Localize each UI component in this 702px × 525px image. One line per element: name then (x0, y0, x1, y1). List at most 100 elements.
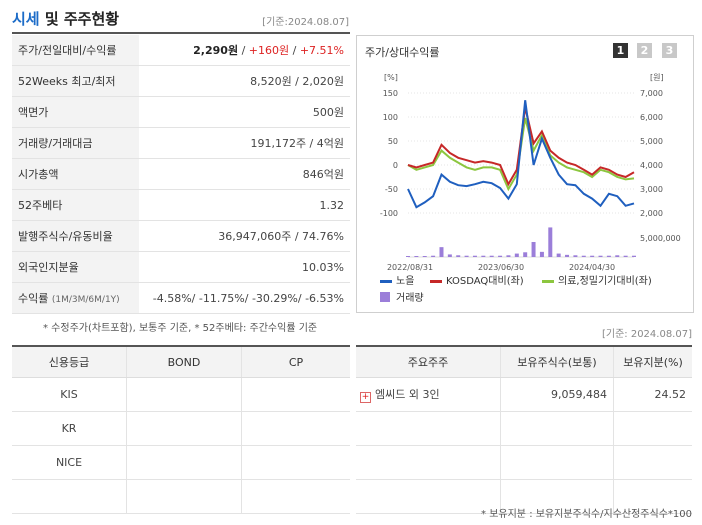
row-label: 발행주식수/유동비율 (12, 220, 139, 252)
volume-bar (615, 255, 620, 257)
right-tick-label: 3,000 (640, 185, 663, 194)
table-row: 주가/전일대비/수익률 2,290원 / +160원 / +7.51% (12, 35, 350, 66)
volume-bar (548, 227, 553, 257)
agency-cell: KR (12, 411, 127, 446)
table-header-row: 신용등급 BOND CP (12, 345, 350, 378)
volume-bar (439, 247, 444, 257)
volume-tick-label: 5,000,000 (640, 234, 681, 243)
table-row: NICE (12, 445, 350, 480)
row-value: 191,172주 / 4억원 (139, 127, 350, 159)
market-note: * 수정주가(차트포함), 보통주 기준, * 52주베타: 주간수익률 기준 (43, 323, 318, 334)
table-header-row: 주요주주 보유주식수(보통) 보유지분(%) (356, 345, 692, 378)
volume-bar (590, 255, 595, 257)
row-value: 36,947,060주 / 74.76% (139, 220, 350, 252)
chart-title: 주가/상대수익률 (365, 46, 440, 59)
volume-bar (506, 255, 511, 257)
volume-bar (531, 242, 536, 257)
table-row: 발행주식수/유동비율 36,947,060주 / 74.76% (12, 220, 350, 252)
volume-bar (456, 255, 461, 257)
row-label: 주가/전일대비/수익률 (12, 35, 139, 66)
row-label: 시가총액 (12, 158, 139, 190)
holder-pct-cell: 24.52 (613, 377, 692, 412)
legend-swatch (430, 280, 442, 283)
col-header: 보유지분(%) (613, 345, 692, 378)
holder-shares-cell (500, 411, 614, 446)
volume-bar (623, 255, 628, 257)
right-tick-label: 5,000 (640, 137, 663, 146)
cp-cell (241, 445, 350, 480)
table-row: 수익률 (1M/3M/6M/1Y) -4.58%/ -11.75%/ -30.2… (12, 282, 350, 314)
table-row: 액면가 500원 (12, 96, 350, 128)
row-label: 액면가 (12, 96, 139, 128)
volume-bar (422, 256, 427, 257)
holder-name-cell (356, 445, 501, 480)
reference-date-2: [기준: 2024.08.07] (601, 329, 692, 340)
table-row: KIS (12, 377, 350, 412)
table-row: 52주베타 1.32 (12, 189, 350, 221)
holders-footnote: * 보유지분 : 보유지분주식수/지수산정주식수*100 (481, 509, 692, 520)
divider (12, 32, 350, 34)
bond-cell (126, 411, 242, 446)
left-tick-label: 0 (393, 161, 398, 170)
table-row (356, 445, 692, 480)
legend-label: 노을 (396, 275, 414, 287)
reference-date: [기준:2024.08.07] (262, 17, 349, 28)
x-tick-label: 2024/04/30 (569, 263, 615, 272)
volume-bar (431, 255, 436, 257)
row-label: 거래량/거래대금 (12, 127, 139, 159)
bond-cell (126, 479, 242, 514)
col-header: CP (241, 345, 350, 378)
shareholders-table: 주요주주 보유주식수(보통) 보유지분(%) + 엠씨드 외 3인 9,059,4… (356, 345, 692, 514)
expand-plus-icon[interactable]: + (360, 392, 371, 403)
volume-bar (406, 256, 410, 257)
row-label: 외국인지분율 (12, 251, 139, 283)
holder-name-cell (356, 479, 501, 514)
cp-cell (241, 479, 350, 514)
holder-name-cell (356, 411, 501, 446)
left-tick-label: -100 (380, 209, 398, 218)
table-row: + 엠씨드 외 3인 9,059,484 24.52 (356, 377, 692, 412)
agency-cell: KIS (12, 377, 127, 412)
agency-cell (12, 479, 127, 514)
volume-bar (472, 255, 477, 257)
col-header: 신용등급 (12, 345, 127, 378)
row-value: 2,290원 / +160원 / +7.51% (139, 35, 350, 66)
row-value: 500원 (139, 96, 350, 128)
legend-swatch (542, 280, 554, 283)
holder-pct-cell (613, 479, 692, 514)
right-tick-label: 6,000 (640, 113, 663, 122)
volume-bar (598, 255, 603, 257)
left-tick-label: 150 (383, 89, 398, 98)
row-value: -4.58%/ -11.75%/ -30.29%/ -6.53% (139, 282, 350, 314)
volume-bar (414, 256, 419, 257)
volume-bar (539, 251, 544, 257)
volume-bar (606, 255, 611, 257)
right-tick-label: 4,000 (640, 161, 663, 170)
row-label: 52Weeks 최고/최저 (12, 65, 139, 97)
chart-page-3-button[interactable]: 3 (662, 43, 677, 58)
holder-pct-cell (613, 445, 692, 480)
volume-bar (573, 255, 578, 257)
holder-name-cell[interactable]: + 엠씨드 외 3인 (356, 377, 501, 412)
row-label: 52주베타 (12, 189, 139, 221)
legend-label: 거래량 (396, 292, 424, 304)
holder-shares-cell (500, 445, 614, 480)
chart-page-1-button[interactable]: 1 (613, 43, 628, 58)
volume-bar (632, 255, 636, 257)
x-tick-label: 2022/08/31 (387, 263, 433, 272)
col-header: 주요주주 (356, 345, 501, 378)
table-row: 52Weeks 최고/최저 8,520원 / 2,020원 (12, 65, 350, 97)
x-tick-label: 2023/06/30 (478, 263, 524, 272)
left-axis-unit: [%] (384, 73, 398, 82)
volume-bar (489, 255, 494, 257)
chart-panel (356, 35, 694, 313)
volume-bar (581, 255, 586, 257)
row-value: 1.32 (139, 189, 350, 221)
chart-page-2-button[interactable]: 2 (637, 43, 652, 58)
credit-rating-table: 신용등급 BOND CP KIS KR NICE (12, 345, 350, 514)
bond-cell (126, 377, 242, 412)
left-tick-label: 50 (388, 137, 398, 146)
legend-swatch (380, 280, 392, 283)
volume-bar (481, 255, 486, 257)
table-row: 거래량/거래대금 191,172주 / 4억원 (12, 127, 350, 159)
